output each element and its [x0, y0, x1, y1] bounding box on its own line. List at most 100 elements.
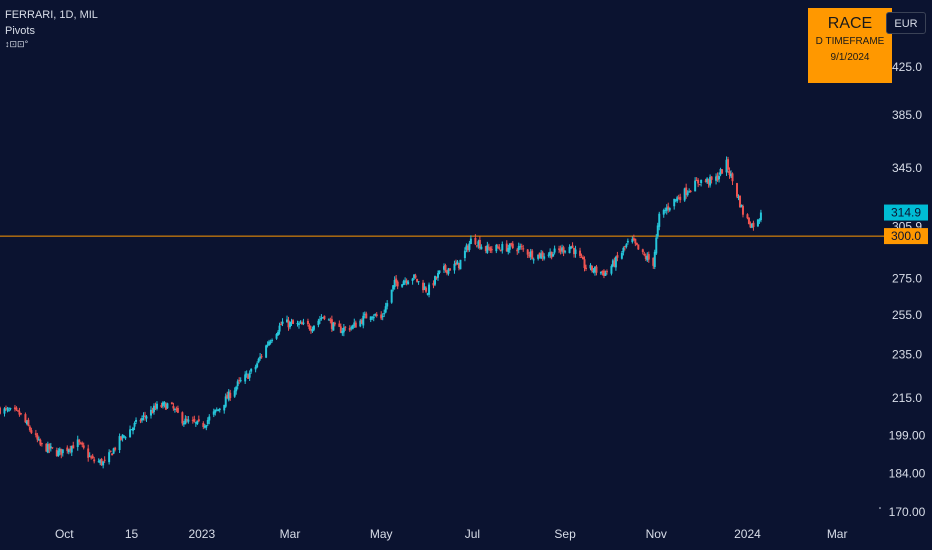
bottom-dot: [879, 507, 881, 509]
candle: [710, 176, 713, 184]
candle: [320, 314, 323, 321]
candle-body: [531, 250, 534, 259]
candle-body: [311, 328, 314, 332]
candle-body: [550, 251, 553, 258]
candle: [728, 167, 731, 179]
candle: [390, 289, 393, 304]
candle-body: [510, 243, 513, 245]
candle: [88, 452, 91, 458]
candle-body: [321, 317, 324, 319]
candle: [111, 453, 114, 456]
y-tick-label: 184.00: [889, 467, 926, 481]
candle-body: [97, 461, 100, 463]
candle-body: [667, 206, 670, 210]
candle: [223, 404, 226, 414]
candle: [166, 402, 169, 409]
candle-body: [327, 319, 330, 321]
candle-body: [292, 320, 295, 324]
candle: [718, 172, 721, 183]
candle: [120, 436, 123, 441]
candle: [338, 320, 341, 327]
candle: [18, 407, 21, 417]
candle: [721, 169, 724, 174]
candle-body: [193, 419, 196, 422]
candle: [570, 246, 573, 250]
currency-button[interactable]: EUR: [886, 12, 926, 34]
candle-body: [67, 449, 70, 453]
candle-body: [595, 266, 598, 273]
candle-body: [120, 436, 123, 440]
candle: [70, 445, 73, 457]
candle: [553, 245, 556, 255]
candle: [474, 234, 477, 246]
candle: [16, 409, 19, 412]
candle: [341, 327, 344, 336]
candle-body: [25, 421, 28, 424]
candle-body: [102, 461, 105, 466]
candle: [363, 311, 366, 319]
candle: [351, 324, 354, 330]
candle-body: [704, 180, 707, 182]
candle-body: [683, 188, 686, 201]
candle: [510, 242, 513, 247]
candle: [383, 309, 386, 318]
candle: [215, 407, 218, 412]
candle: [40, 442, 43, 447]
candle-body: [694, 180, 697, 192]
candle: [531, 249, 534, 260]
candle-body: [69, 448, 72, 451]
candle-body: [187, 419, 190, 422]
candle-body: [688, 191, 691, 193]
candle: [463, 247, 466, 262]
candle: [549, 248, 552, 259]
candle-body: [16, 410, 19, 412]
candle: [185, 416, 188, 423]
candle-body: [390, 289, 393, 303]
candle-body: [218, 408, 221, 411]
candle: [172, 402, 175, 411]
candle-body: [217, 409, 220, 412]
candle-body: [176, 407, 179, 413]
candle: [163, 401, 166, 408]
candle: [289, 321, 292, 330]
candle-body: [735, 183, 738, 197]
candle: [327, 318, 330, 321]
x-tick-label: Jul: [465, 527, 480, 541]
candle: [580, 253, 583, 258]
candle-body: [413, 274, 416, 279]
indicator-flags-icon[interactable]: ↕⊡⊡°: [5, 39, 29, 49]
candle-body: [254, 366, 257, 370]
candle-body: [579, 250, 582, 256]
candle-body: [526, 249, 529, 255]
candle-body: [103, 459, 106, 461]
candle: [537, 254, 540, 261]
candle: [634, 238, 637, 247]
candle-body: [454, 262, 457, 265]
candle-body: [478, 239, 481, 249]
candle-body: [318, 319, 321, 321]
candle-body: [422, 282, 425, 291]
candle: [643, 251, 646, 257]
candle: [758, 218, 761, 224]
candle: [490, 245, 493, 254]
candle-body: [490, 249, 493, 251]
indicator-label[interactable]: Pivots: [5, 25, 35, 37]
candle: [656, 222, 659, 239]
candle: [6, 406, 9, 413]
candle-body: [259, 356, 262, 359]
candle-body: [508, 243, 511, 250]
race-timeframe-badge: RACE D TIMEFRAME 9/1/2024: [808, 8, 892, 83]
candle-body: [27, 419, 30, 426]
candle-body: [24, 414, 27, 423]
candle: [613, 257, 616, 268]
candle-body: [489, 247, 492, 251]
candle: [381, 313, 384, 321]
candle-body: [227, 391, 230, 400]
candle-body: [568, 246, 571, 254]
candle-body: [354, 322, 357, 328]
candle-body: [66, 447, 69, 451]
candle: [359, 318, 362, 328]
candle: [297, 320, 300, 329]
candle: [404, 277, 407, 285]
